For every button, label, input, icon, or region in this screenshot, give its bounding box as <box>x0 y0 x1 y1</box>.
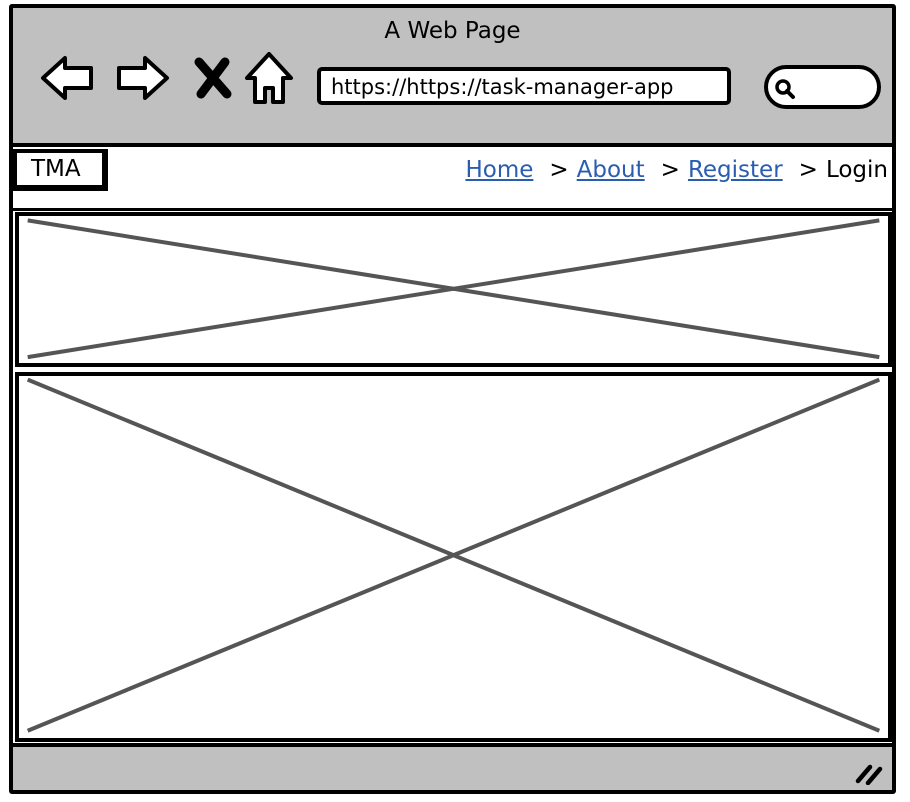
breadcrumb-separator: > <box>660 157 680 183</box>
breadcrumb-about[interactable]: About <box>576 157 645 183</box>
status-bar <box>13 743 892 790</box>
window-title: A Web Page <box>384 18 521 44</box>
resize-grip-icon[interactable] <box>854 761 886 785</box>
breadcrumb-home[interactable]: Home <box>465 157 534 183</box>
back-arrow-icon[interactable] <box>37 46 101 110</box>
breadcrumb-separator: > <box>798 157 818 183</box>
site-logo[interactable]: TMA <box>13 149 108 191</box>
search-icon <box>775 79 795 99</box>
breadcrumb-login: Login <box>825 157 888 183</box>
logo-text: TMA <box>31 156 81 182</box>
url-text: https://https://task-manager-app <box>331 75 674 99</box>
banner-image-placeholder <box>15 212 892 367</box>
browser-window: A Web Page https://https://task-manager-… <box>9 4 896 794</box>
breadcrumb-register[interactable]: Register <box>687 157 783 183</box>
site-header: TMA Home > About > Register > Login <box>13 147 892 211</box>
breadcrumb: Home > About > Register > Login <box>465 157 888 183</box>
forward-arrow-icon[interactable] <box>109 46 173 110</box>
breadcrumb-separator: > <box>549 157 569 183</box>
url-bar[interactable]: https://https://task-manager-app <box>317 67 731 105</box>
content-image-placeholder <box>15 372 892 742</box>
home-icon[interactable] <box>237 46 301 110</box>
placeholder-cross-icon <box>19 376 888 738</box>
search-box[interactable] <box>764 65 881 109</box>
close-icon[interactable] <box>181 46 245 110</box>
placeholder-cross-icon <box>19 216 888 363</box>
browser-toolbar: A Web Page https://https://task-manager-… <box>13 8 892 147</box>
